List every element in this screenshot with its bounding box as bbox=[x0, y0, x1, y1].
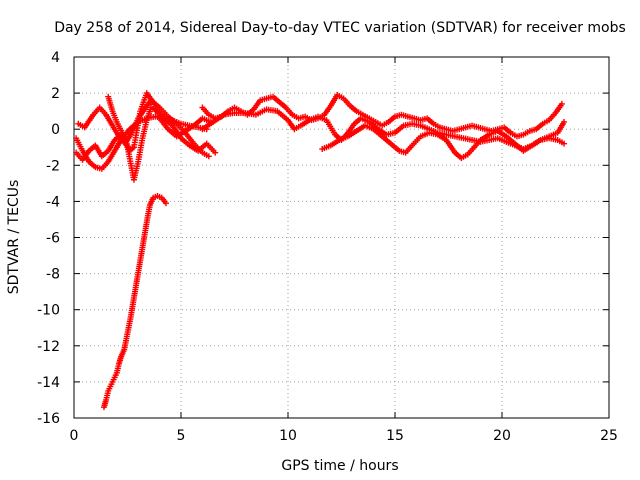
y-axis-label: SDTVAR / TECUs bbox=[6, 180, 22, 295]
x-tick-label: 10 bbox=[279, 428, 297, 444]
y-tick-label: 0 bbox=[51, 122, 60, 138]
x-tick-label: 20 bbox=[493, 428, 511, 444]
data-point bbox=[205, 153, 212, 160]
y-tick-label: 2 bbox=[51, 86, 60, 102]
x-tick-label: 0 bbox=[70, 428, 79, 444]
series-track-c bbox=[73, 104, 219, 183]
series-track-h bbox=[319, 122, 568, 162]
series-track-d bbox=[105, 90, 214, 154]
data-point bbox=[212, 149, 219, 156]
axis-ticks: 0 5 10 15 20 25 -16 -14 -12 -10 -8 -6 -4 -2 0 2 4 bbox=[37, 50, 618, 444]
y-tick-label: -4 bbox=[46, 194, 60, 210]
x-tick-label: 15 bbox=[386, 428, 404, 444]
y-tick-label: 4 bbox=[51, 50, 60, 66]
data-point bbox=[163, 200, 170, 207]
y-tick-label: -2 bbox=[46, 158, 60, 174]
y-tick-label: -12 bbox=[37, 339, 60, 355]
series-track-e bbox=[100, 192, 170, 411]
data-points bbox=[73, 90, 568, 411]
y-tick-label: -8 bbox=[46, 267, 60, 283]
x-tick-label: 25 bbox=[600, 428, 618, 444]
data-point bbox=[558, 100, 565, 107]
chart-title: Day 258 of 2014, Sidereal Day-to-day VTE… bbox=[54, 20, 626, 36]
y-tick-label: -14 bbox=[37, 375, 60, 391]
data-point bbox=[561, 118, 568, 125]
x-tick-label: 5 bbox=[177, 428, 186, 444]
y-tick-label: -6 bbox=[46, 231, 60, 247]
data-point bbox=[561, 140, 568, 147]
x-axis-label: GPS time / hours bbox=[281, 458, 398, 474]
y-tick-label: -10 bbox=[37, 303, 60, 319]
y-tick-label: -16 bbox=[37, 411, 60, 427]
